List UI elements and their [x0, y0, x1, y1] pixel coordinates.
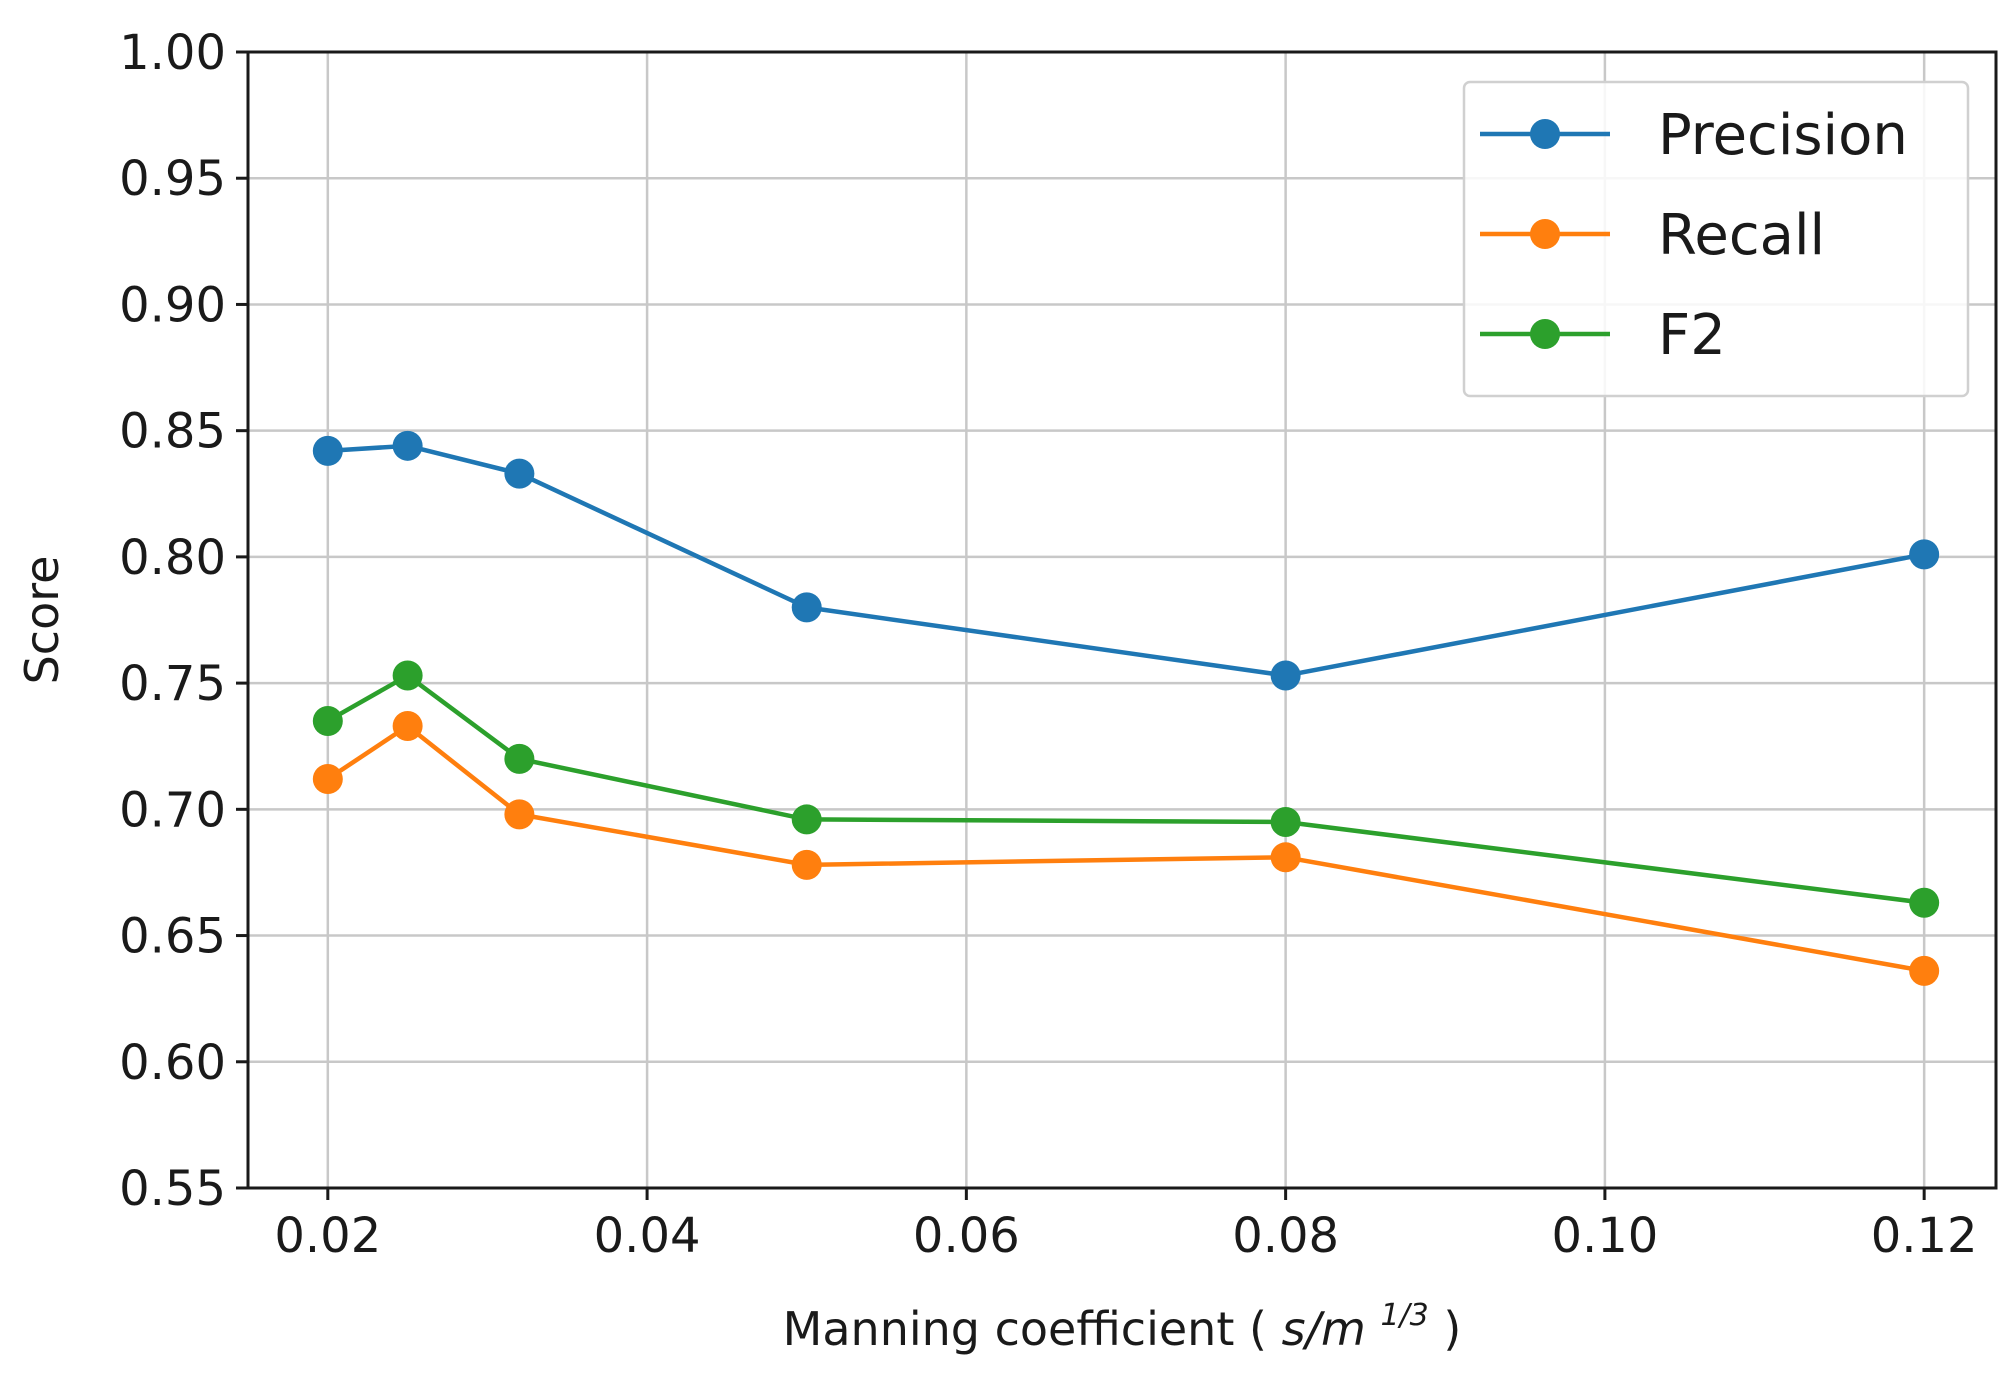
legend-marker-f2	[1530, 319, 1560, 349]
y-tick-label: 0.70	[119, 782, 226, 838]
legend-entry-recall: Recall	[1480, 203, 1825, 268]
y-tick-label: 0.85	[119, 404, 226, 460]
legend-entry-f2: F2	[1480, 303, 1726, 368]
data-point-precision	[312, 435, 343, 466]
x-axis-label-exponent: 1/3	[1380, 1298, 1428, 1333]
series-line-recall	[326, 723, 1925, 974]
data-point-precision	[1270, 660, 1301, 691]
series-line-f2	[326, 673, 1925, 905]
legend: Precision Recall F2	[1462, 80, 1970, 398]
series-recall	[312, 711, 1940, 986]
x-tick-label: 0.04	[594, 1208, 701, 1264]
data-point-f2	[312, 705, 343, 736]
y-tick-label: 1.00	[119, 25, 226, 81]
data-point-precision	[392, 430, 423, 461]
x-tick-label: 0.02	[274, 1208, 381, 1264]
x-tick-label: 0.06	[913, 1208, 1020, 1264]
axis-labels: Score Manning coefficient ( s/m 1/3 )	[15, 556, 1461, 1356]
plot-frame	[246, 50, 1998, 1190]
x-tick-label: 0.12	[1871, 1208, 1978, 1264]
data-point-recall	[1909, 955, 1940, 986]
x-axis-label-unit: s/m	[1282, 1302, 1366, 1356]
data-point-recall	[1270, 842, 1301, 873]
data-point-f2	[1270, 806, 1301, 837]
y-axis-label: Score	[15, 556, 69, 685]
y-tick-label: 0.65	[119, 909, 226, 965]
legend-label-recall: Recall	[1658, 203, 1825, 268]
data-point-recall	[392, 711, 423, 742]
y-tick-label: 0.90	[119, 277, 226, 333]
data-point-f2	[504, 743, 535, 774]
legend-entry-precision: Precision	[1480, 103, 1908, 168]
data-point-recall	[312, 764, 343, 795]
data-point-precision	[791, 592, 822, 623]
x-tick-label: 0.10	[1551, 1208, 1658, 1264]
axis-ticks: 0.02 0.04 0.06 0.08 0.10 0.12 0.55 0.60 0.65 0.70…	[119, 25, 1977, 1264]
x-tick-label: 0.08	[1232, 1208, 1339, 1264]
data-point-f2	[1909, 887, 1940, 918]
y-tick-label: 0.75	[119, 656, 226, 712]
y-tick-label: 0.60	[119, 1035, 226, 1091]
series-f2	[312, 660, 1940, 918]
x-axis-label-text: Manning coefficient	[783, 1302, 1235, 1356]
legend-box	[1462, 80, 1970, 398]
y-tick-label: 0.55	[119, 1161, 226, 1217]
legend-label-precision: Precision	[1658, 103, 1908, 168]
x-axis-label-paren-open: (	[1249, 1302, 1267, 1356]
y-tick-label: 0.95	[119, 151, 226, 207]
legend-marker-precision	[1530, 119, 1560, 149]
data-point-precision	[1909, 539, 1940, 570]
data-point-f2	[791, 804, 822, 835]
legend-label-f2: F2	[1658, 303, 1726, 368]
x-axis-label-paren-close: )	[1443, 1302, 1461, 1356]
data-point-recall	[504, 799, 535, 830]
series-layer	[312, 430, 1940, 986]
series-precision	[312, 430, 1940, 691]
x-axis-label: Manning coefficient ( s/m 1/3 )	[783, 1282, 1462, 1356]
data-point-f2	[392, 660, 423, 691]
data-point-precision	[504, 458, 535, 489]
y-tick-label: 0.80	[119, 530, 226, 586]
legend-marker-recall	[1530, 219, 1560, 249]
data-point-recall	[791, 849, 822, 880]
series-line-precision	[327, 443, 1925, 678]
